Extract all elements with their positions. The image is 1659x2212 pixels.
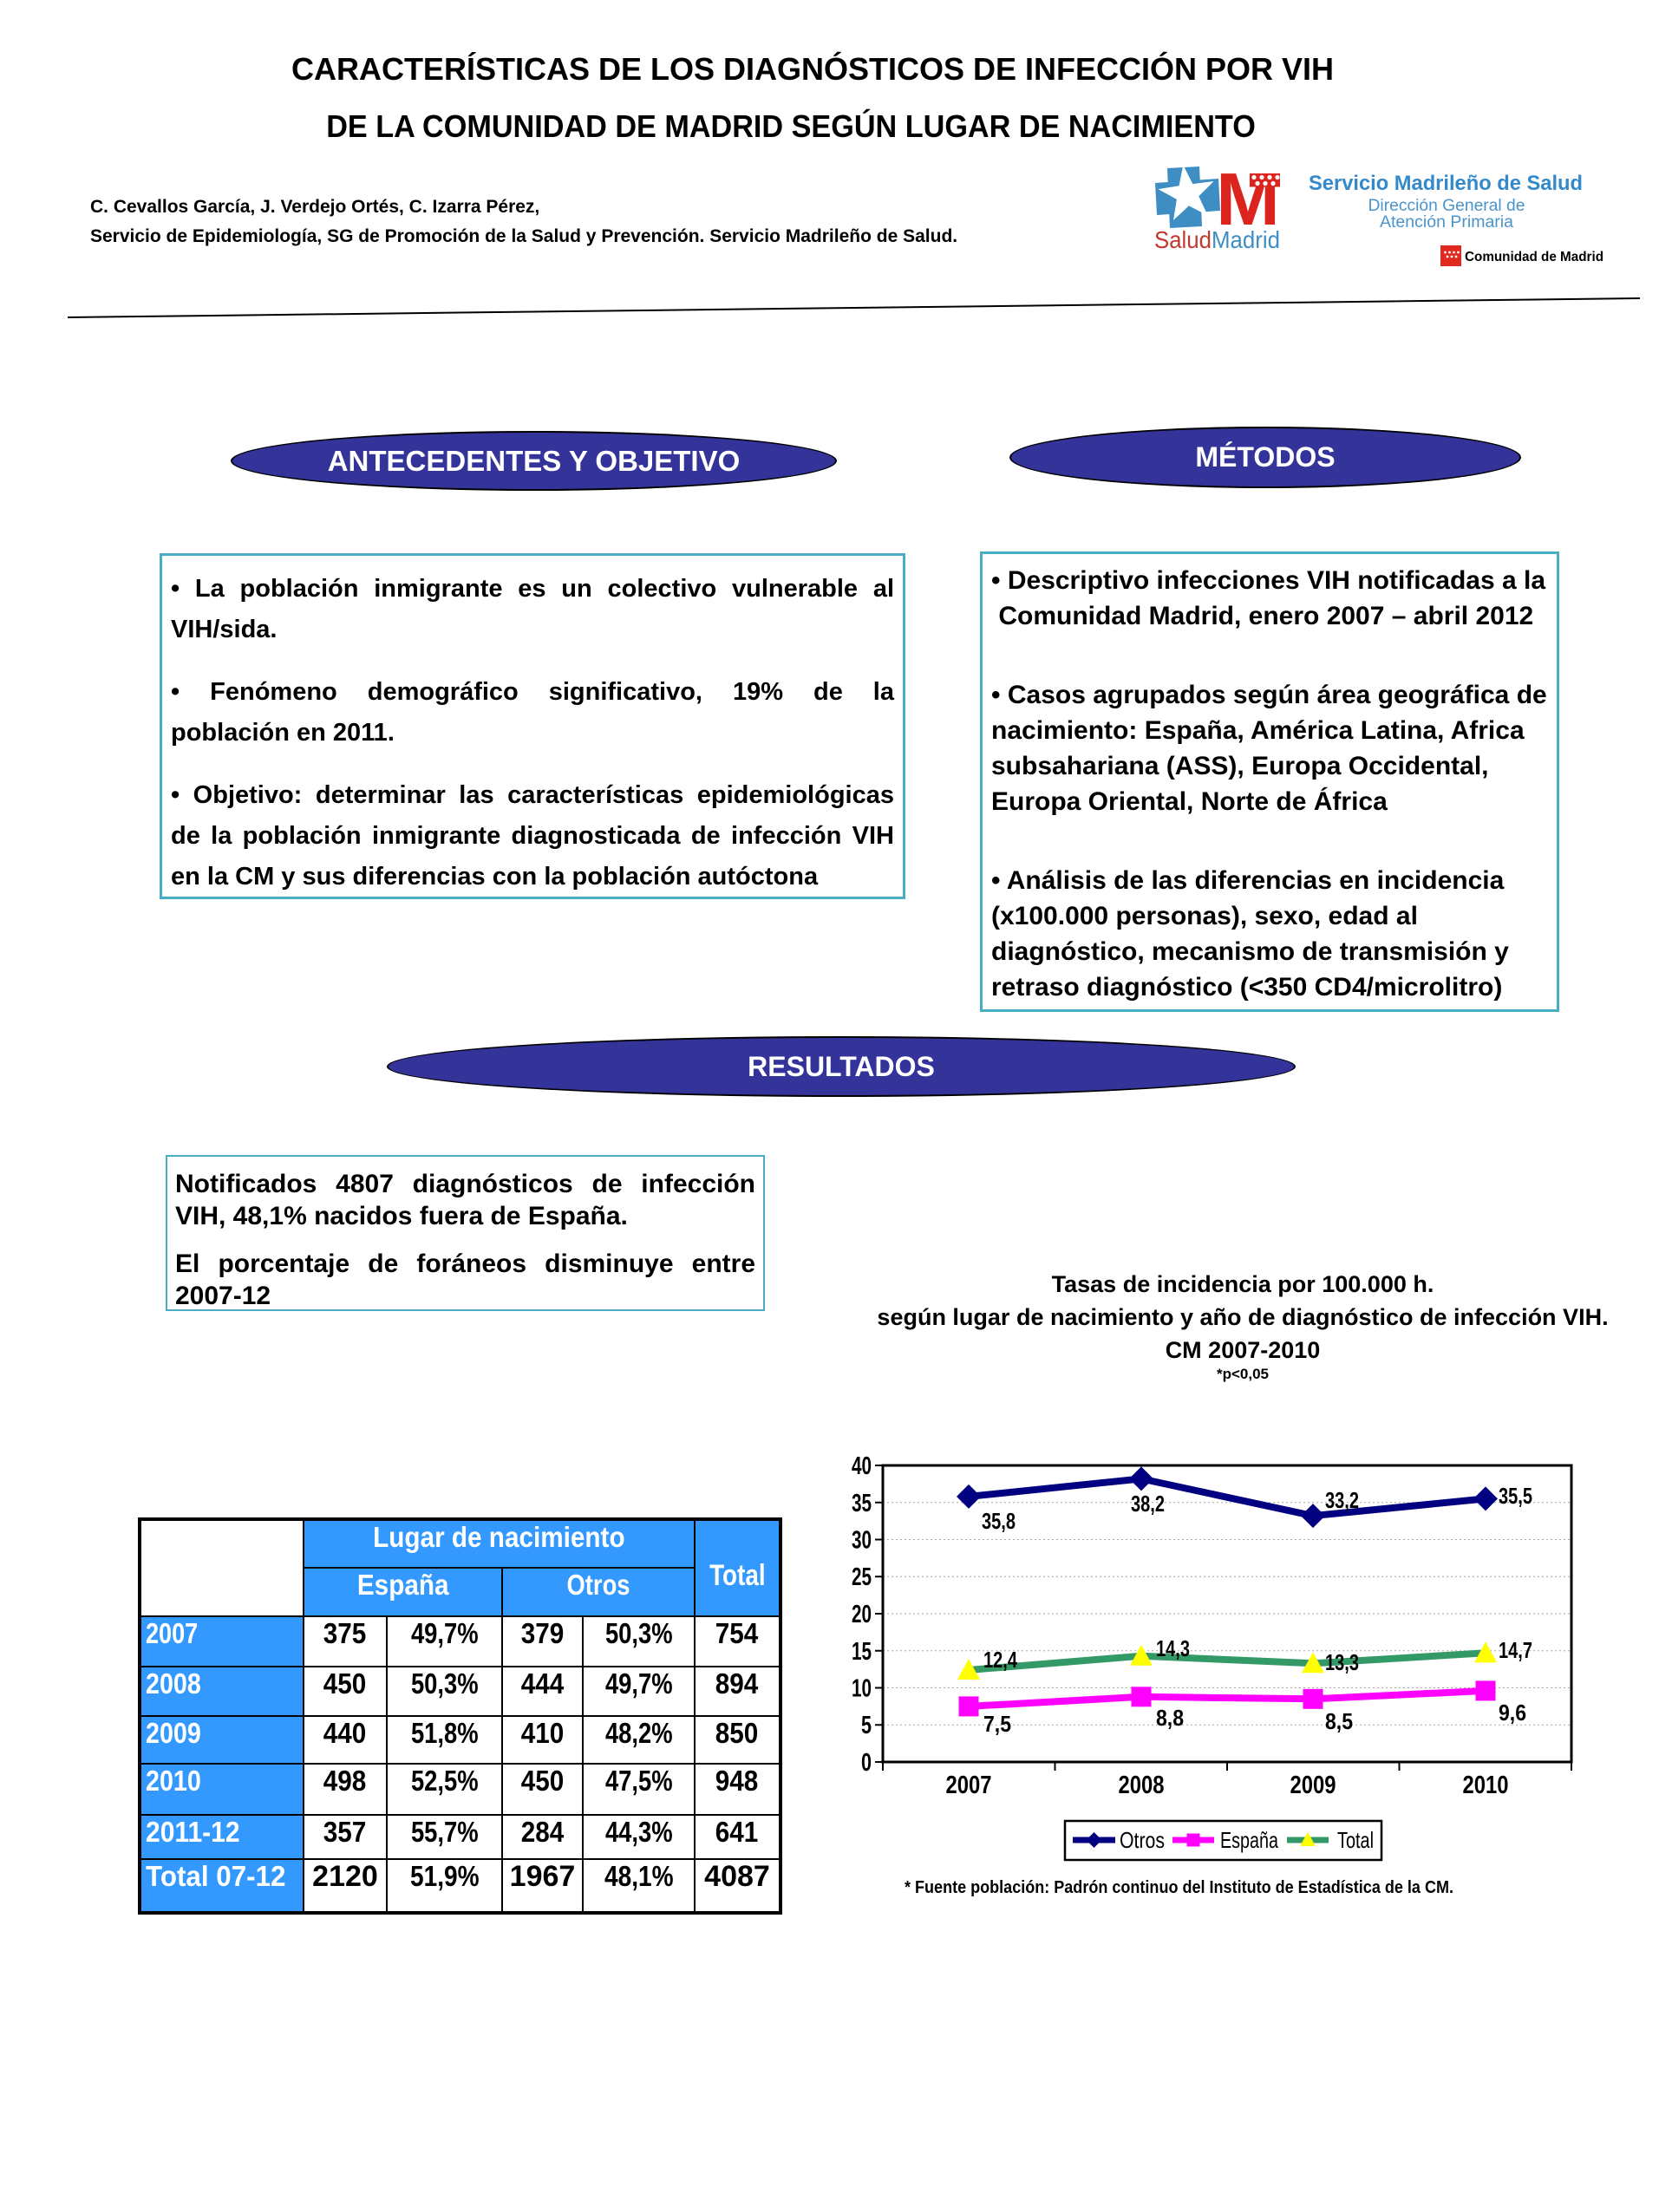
svg-text:13,3: 13,3	[1325, 1649, 1359, 1675]
svg-text:2007: 2007	[946, 1772, 992, 1799]
svg-text:M: M	[1216, 159, 1280, 241]
svg-text:Servicio Madrileño de Salud: Servicio Madrileño de Salud	[1309, 172, 1583, 195]
svg-text:0: 0	[861, 1749, 872, 1777]
svg-text:Madrid: Madrid	[1212, 226, 1280, 253]
svg-text:Comunidad de Madrid: Comunidad de Madrid	[1465, 250, 1603, 264]
svg-text:12,4: 12,4	[983, 1647, 1017, 1673]
svg-text:20: 20	[852, 1601, 872, 1628]
svg-text:8,5: 8,5	[1325, 1708, 1353, 1734]
svg-text:10: 10	[852, 1675, 872, 1703]
svg-text:2008: 2008	[1119, 1772, 1165, 1799]
svg-text:30: 30	[852, 1527, 872, 1555]
svg-text:Dirección General de: Dirección General de	[1368, 197, 1525, 215]
svg-text:* Fuente población: Padrón con: * Fuente población: Padrón continuo del …	[905, 1878, 1453, 1897]
svg-text:14,7: 14,7	[1499, 1637, 1532, 1663]
svg-text:9,6: 9,6	[1499, 1700, 1526, 1726]
svg-text:Otros: Otros	[1120, 1827, 1165, 1853]
svg-text:2010: 2010	[1463, 1772, 1509, 1799]
svg-text:2009: 2009	[1290, 1772, 1336, 1799]
svg-text:Salud: Salud	[1154, 226, 1212, 253]
svg-text:35,8: 35,8	[982, 1508, 1016, 1534]
svg-text:15: 15	[852, 1638, 872, 1666]
svg-text:España: España	[1220, 1827, 1278, 1853]
svg-text:25: 25	[852, 1563, 872, 1591]
svg-text:35,5: 35,5	[1499, 1483, 1532, 1509]
svg-text:33,2: 33,2	[1325, 1487, 1359, 1513]
svg-text:8,8: 8,8	[1156, 1705, 1184, 1731]
svg-text:5: 5	[861, 1712, 872, 1739]
svg-text:35: 35	[852, 1490, 872, 1517]
svg-text:14,3: 14,3	[1156, 1635, 1190, 1661]
svg-text:7,5: 7,5	[983, 1711, 1011, 1737]
svg-text:Total: Total	[1337, 1827, 1374, 1853]
svg-text:38,2: 38,2	[1131, 1491, 1165, 1517]
svg-text:Atención Primaria: Atención Primaria	[1380, 213, 1513, 232]
svg-text:40: 40	[852, 1452, 872, 1480]
